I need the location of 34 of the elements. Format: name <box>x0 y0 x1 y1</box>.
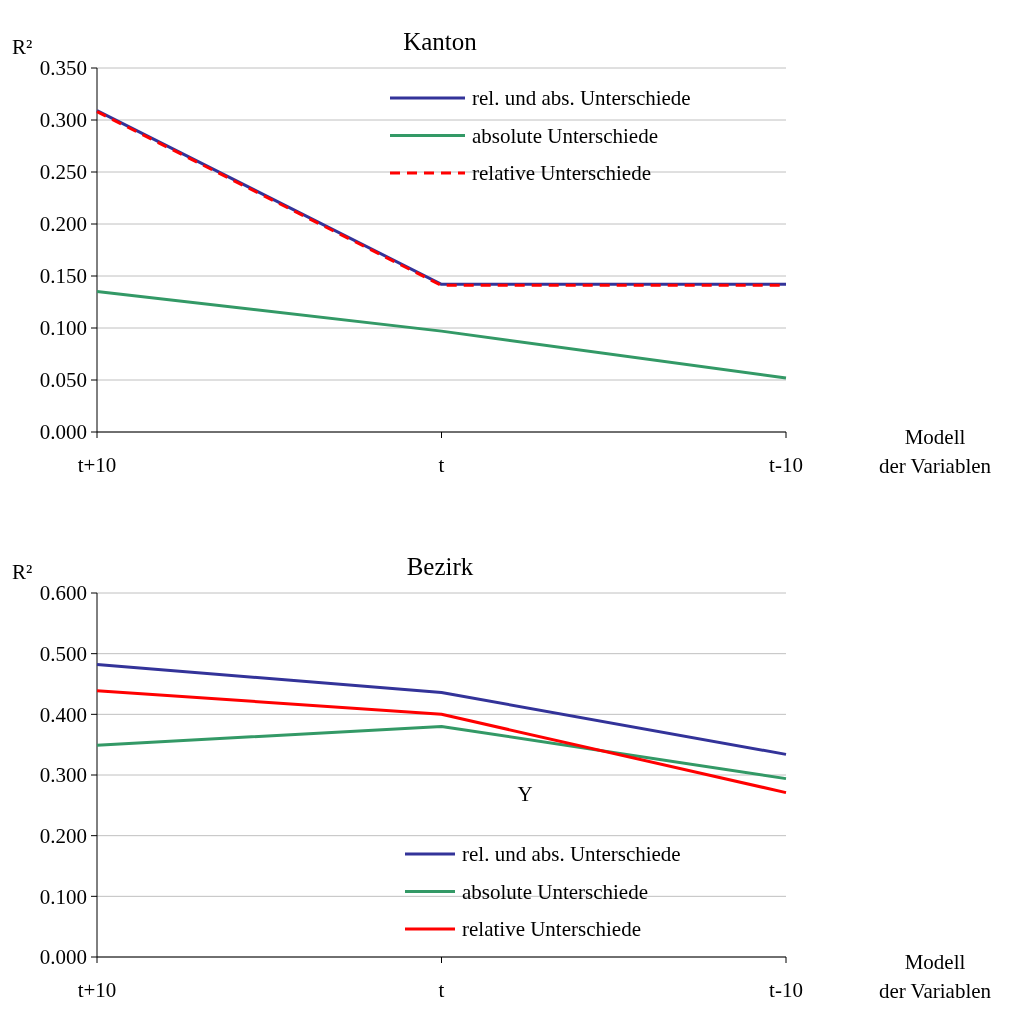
y-tick-label: 0.500 <box>39 642 87 667</box>
y-tick-label: 0.350 <box>39 56 87 81</box>
legend-label: rel. und abs. Unterschiede <box>472 86 691 111</box>
x-axis-title: Modell der Variablen <box>878 425 992 478</box>
x-tick-label: t <box>438 453 445 477</box>
chart-title: Bezirk <box>406 553 474 580</box>
annotation: Y <box>517 782 533 807</box>
legend-label: rel. und abs. Unterschiede <box>462 842 681 867</box>
x-axis-title: Modell der Variablen <box>878 950 992 1003</box>
y-tick-label: 0.300 <box>39 108 87 133</box>
y-tick-label: 0.100 <box>39 884 87 909</box>
y-axis-title: R² <box>12 35 33 59</box>
chart-title: Kanton <box>403 28 478 55</box>
y-tick-label: 0.250 <box>39 160 87 185</box>
x-tick-label: t <box>438 978 445 1002</box>
y-tick-label: 0.150 <box>39 264 87 289</box>
x-tick-label: t-10 <box>769 453 803 477</box>
y-tick-label: 0.000 <box>39 945 87 970</box>
y-tick-label: 0.600 <box>39 581 87 606</box>
legend-label: absolute Unterschiede <box>472 123 659 148</box>
legend-label: relative Unterschiede <box>472 161 651 186</box>
y-tick-label: 0.200 <box>39 212 87 237</box>
y-tick-label: 0.300 <box>39 763 87 788</box>
x-tick-label: t+10 <box>77 978 117 1002</box>
y-tick-label: 0.400 <box>39 702 87 727</box>
y-tick-label: 0.000 <box>39 420 87 445</box>
y-axis-title: R² <box>12 560 33 584</box>
y-tick-label: 0.200 <box>39 824 87 849</box>
x-tick-label: t+10 <box>77 453 117 477</box>
y-tick-label: 0.100 <box>39 316 87 341</box>
x-tick-label: t-10 <box>769 978 803 1002</box>
y-tick-label: 0.050 <box>39 368 87 393</box>
legend-label: absolute Unterschiede <box>462 879 649 904</box>
legend-label: relative Unterschiede <box>462 917 641 942</box>
